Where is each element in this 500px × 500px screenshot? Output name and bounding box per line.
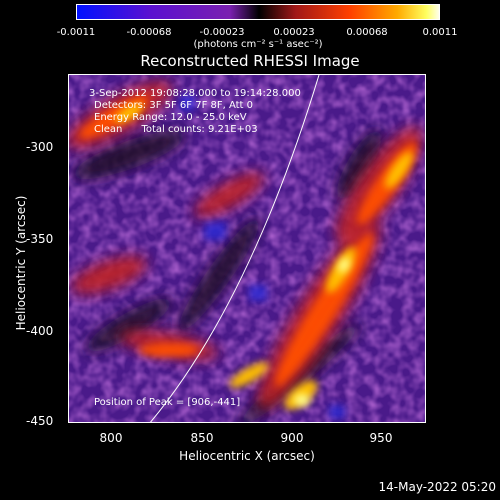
energy-range-text: Energy Range: 12.0 - 25.0 keV [94,112,247,123]
y-tick-label: -450 [26,414,54,428]
detectors-text: Detectors: 3F 5F 6F 7F 8F, Att 0 [94,100,254,111]
time-range-text: 3-Sep-2012 19:08:28.000 to 19:14:28.000 [89,88,301,99]
x-tick-label: 850 [190,431,214,445]
peak-position-text: Position of Peak = [906,-441] [94,397,241,408]
y-tick-label: -300 [26,140,54,154]
y-tick-label: -400 [26,324,54,338]
colorbar-tick: 0.00023 [273,27,315,38]
rhessi-image-panel: 3-Sep-2012 19:08:28.000 to 19:14:28.000 … [68,74,426,423]
colorbar-tick: 0.00068 [346,27,388,38]
colorbar [76,4,440,20]
colorbar-units: (photons cm⁻² s⁻¹ asec⁻²) [193,39,323,50]
colorbar-tick: 0.0011 [422,27,458,38]
image-title: Reconstructed RHESSI Image [140,52,360,70]
rhessi-image [69,75,425,422]
colorbar-tick: -0.00068 [126,27,172,38]
x-axis-label: Heliocentric X (arcsec) [179,449,315,463]
x-tick-label: 950 [369,431,393,445]
clean-counts-text: Clean Total counts: 9.21E+03 [94,124,258,135]
x-tick-label: 800 [99,431,123,445]
x-tick-label: 900 [280,431,304,445]
colorbar-tick: -0.00023 [199,27,245,38]
y-tick-label: -350 [26,232,54,246]
timestamp: 14-May-2022 05:20 [378,480,496,494]
solar-limb-line [149,75,320,422]
colorbar-tick: -0.0011 [56,27,96,38]
y-axis-label: Heliocentric Y (arcsec) [14,195,28,331]
